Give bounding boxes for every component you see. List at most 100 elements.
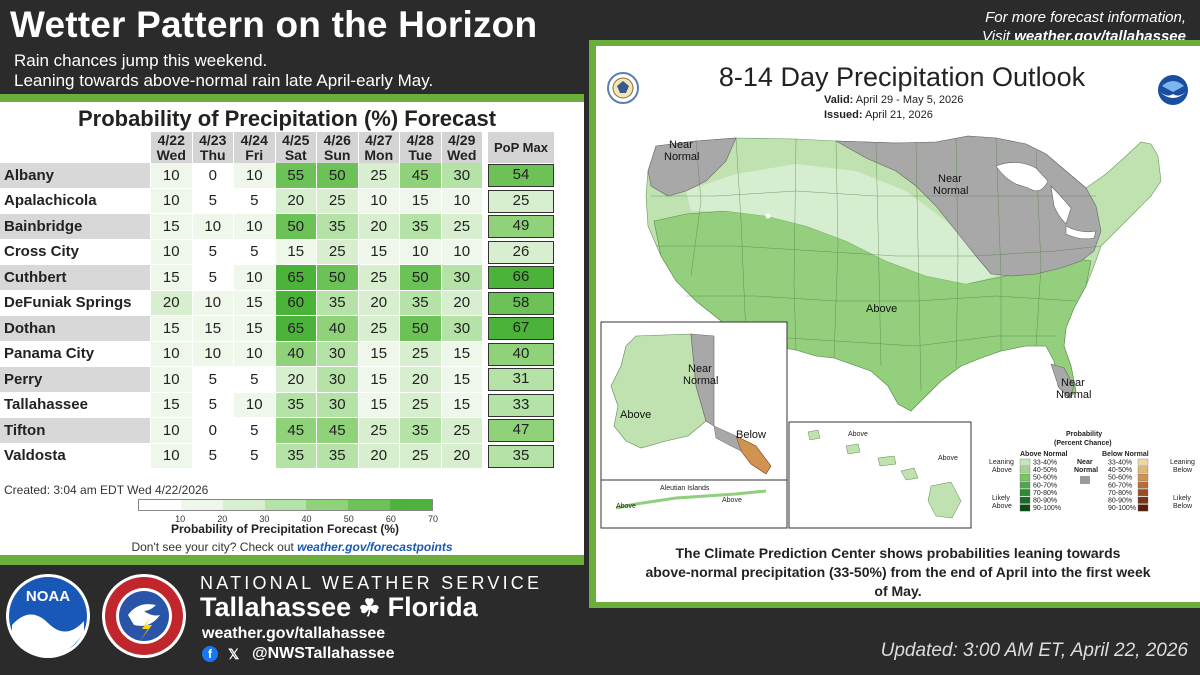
pop-value-cell: 10 (440, 188, 482, 214)
pop-max-cell: 35 (482, 443, 554, 469)
pop-value-cell: 15 (233, 316, 275, 342)
day-date: 4/26 (323, 132, 351, 148)
outlook-map: Near Normal Near Normal Above Near Norma… (600, 72, 1195, 529)
pop-value-cell: 50 (274, 214, 316, 240)
city-name: DeFuniak Springs (0, 290, 150, 316)
table-row: Apalachicola 10 5 5 20 25 10 15 10 25 (0, 188, 554, 214)
above-normal-swatch (1019, 466, 1031, 474)
social-handle[interactable]: @NWSTallahassee (252, 645, 395, 662)
pop-value-cell: 25 (357, 265, 399, 291)
pop-value-cell: 10 (357, 188, 399, 214)
pop-value-cell: 10 (150, 341, 192, 367)
pop-max-cell: 49 (482, 214, 554, 240)
pop-value-cell: 10 (191, 290, 233, 316)
pop-max-cell: 31 (482, 367, 554, 393)
office-state: Florida (387, 592, 478, 622)
below-normal-range: 70-80% (1108, 490, 1132, 497)
pop-value-cell: 20 (274, 188, 316, 214)
pop-value-cell: 30 (316, 341, 358, 367)
footer-website[interactable]: weather.gov/tallahassee (202, 625, 386, 642)
pop-value-cell: 40 (316, 316, 358, 342)
below-normal-range: 80-90% (1108, 498, 1132, 505)
outlook-panel: Near Normal Near Normal Above Near Norma… (596, 46, 1200, 602)
pop-value-cell: 30 (440, 316, 482, 342)
pop-value-cell: 5 (233, 418, 275, 444)
pop-value-cell: 40 (274, 341, 316, 367)
pop-legend-swatch (390, 500, 433, 510)
pop-value-cell: 5 (191, 392, 233, 418)
pop-max-value: 54 (488, 164, 554, 188)
pop-value-cell: 60 (274, 290, 316, 316)
valid-label: Valid: (824, 94, 854, 106)
above-normal-swatch (1019, 496, 1031, 504)
prob-legend-leaning-above-1: Leaning (989, 459, 1014, 466)
pop-value-cell: 35 (399, 290, 441, 316)
below-normal-swatch (1137, 474, 1149, 481)
day-of-week: Sun (324, 147, 351, 163)
prob-legend-leaning-below-2: Below (1173, 467, 1193, 474)
footer-logos: NOAA (6, 574, 186, 658)
below-normal-swatch (1137, 481, 1149, 489)
pop-value-cell: 30 (316, 367, 358, 393)
hawaii-inset: Above Above (788, 421, 972, 529)
doc-logo-icon (607, 72, 639, 104)
pop-legend-swatch (222, 500, 265, 510)
x-twitter-icon[interactable]: 𝕏 (228, 646, 240, 662)
pop-max-cell: 47 (482, 418, 554, 444)
pop-legend-tick: 10 (175, 514, 186, 524)
above-normal-range: 40-50% (1033, 467, 1057, 474)
label-hi-above-2: Above (938, 455, 958, 462)
pop-value-cell: 25 (399, 341, 441, 367)
pop-max-value: 33 (488, 393, 554, 417)
pop-legend-label: Probability of Precipitation Forecast (%… (170, 522, 400, 536)
below-normal-range: 90-100% (1108, 505, 1136, 512)
table-row: Tallahassee 15 5 10 35 30 15 25 15 33 (0, 392, 554, 418)
pop-value-cell: 25 (357, 418, 399, 444)
pop-value-cell: 10 (150, 443, 192, 469)
pop-value-cell: 10 (233, 341, 275, 367)
noaa-logo-small-icon (1158, 75, 1188, 105)
pop-value-cell: 10 (233, 392, 275, 418)
alaska-inset: Near Normal Above Below (600, 321, 788, 481)
below-normal-swatch (1137, 496, 1149, 504)
pop-max-value: 66 (488, 266, 554, 290)
facebook-icon[interactable]: f (202, 646, 218, 662)
pop-legend-tick: 60 (385, 514, 396, 524)
pop-max-cell: 67 (482, 316, 554, 342)
day-header: 4/27 Mon (357, 132, 399, 163)
near-normal-swatch (1080, 476, 1090, 484)
table-row: Valdosta 10 5 5 35 35 20 25 20 35 (0, 443, 554, 469)
prob-legend-below-normal: Below Normal (1102, 451, 1149, 458)
day-of-week: Thu (199, 147, 226, 163)
header-accent-bar (0, 94, 584, 102)
outlook-caption-line-3: of May. (874, 583, 922, 599)
day-header: 4/23 Thu (191, 132, 233, 163)
day-date: 4/23 (199, 132, 227, 148)
page-title: Wetter Pattern on the Horizon (10, 4, 538, 45)
label-ak-below: Below (736, 429, 766, 441)
label-ak-near-2: Normal (683, 375, 718, 387)
below-normal-range: 50-60% (1108, 475, 1132, 482)
below-normal-range: 60-70% (1108, 482, 1132, 489)
subtitle-line-1: Rain chances jump this weekend. (14, 51, 268, 70)
forecast-points-link[interactable]: weather.gov/forecastpoints (297, 540, 453, 554)
pop-value-cell: 35 (274, 392, 316, 418)
city-name: Perry (0, 367, 150, 393)
pop-value-cell: 5 (191, 265, 233, 291)
pop-value-cell: 15 (357, 392, 399, 418)
pop-value-cell: 15 (440, 367, 482, 393)
pop-max-value: 31 (488, 368, 554, 392)
conus-near-normal-fl (1050, 363, 1075, 399)
forecast-points-prefix: Don't see your city? Check out (131, 540, 298, 554)
pop-legend-bar (138, 499, 433, 511)
label-near-normal-nw-1: Near (669, 139, 693, 151)
pop-value-cell: 10 (150, 418, 192, 444)
pop-max-cell: 54 (482, 163, 554, 189)
outlook-caption-line-1: The Climate Prediction Center shows prob… (675, 545, 1121, 561)
state-boundaries (651, 137, 1102, 392)
day-header: 4/24 Fri (233, 132, 275, 163)
pop-value-cell: 10 (233, 265, 275, 291)
pop-value-cell: 10 (399, 239, 441, 265)
conus-above-40-region (653, 210, 1092, 412)
alaska-near-normal-region (690, 333, 715, 427)
